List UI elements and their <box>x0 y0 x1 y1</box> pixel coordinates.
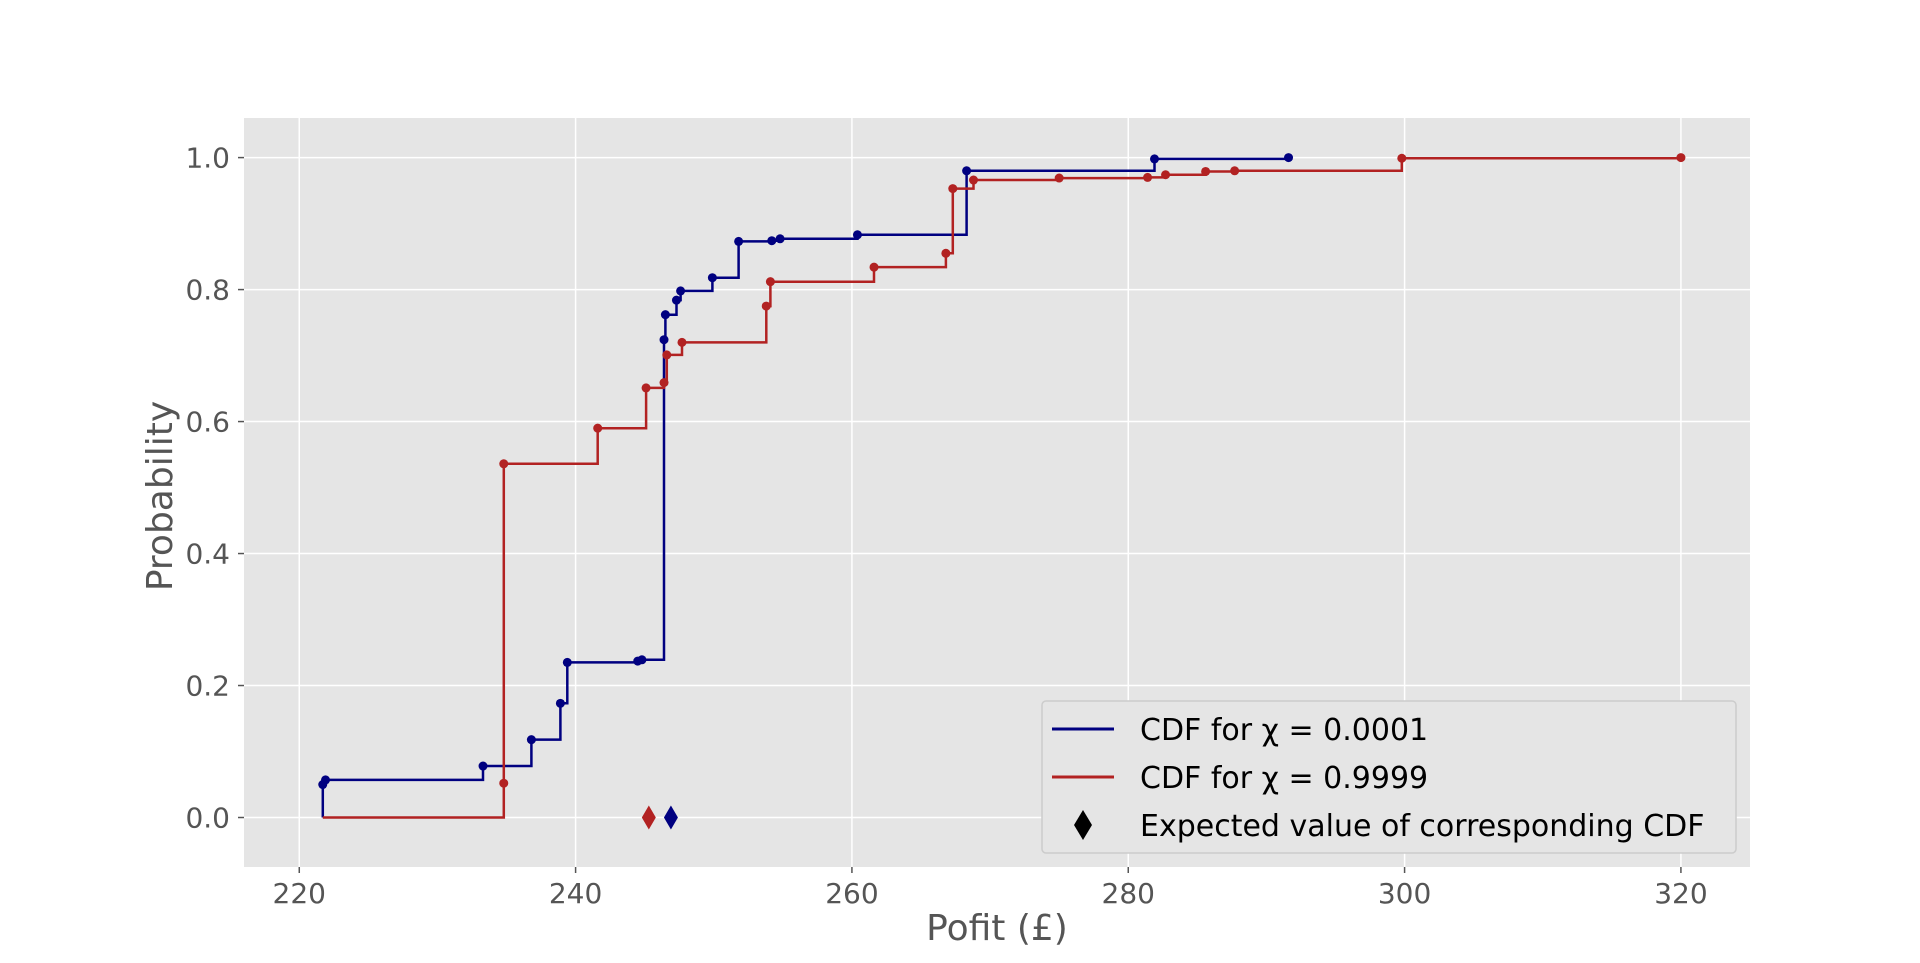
series-2-point <box>941 248 951 258</box>
series-2-point <box>593 423 603 433</box>
series-2-point <box>948 184 958 194</box>
series-2-point <box>1054 173 1064 183</box>
y-axis-title: Probability <box>140 401 181 591</box>
series-layer <box>318 153 1686 830</box>
legend-label-1: CDF for χ = 0.0001 <box>1140 713 1428 748</box>
series-1-point <box>671 295 681 305</box>
x-tick-label: 220 <box>273 877 326 910</box>
series-2-point <box>659 378 669 388</box>
x-tick-label: 240 <box>549 877 602 910</box>
series-2-expected-value-marker <box>641 805 656 830</box>
series-2-point <box>1397 153 1407 163</box>
series-1-point <box>321 775 331 785</box>
series-2-point <box>641 383 651 393</box>
series-1-point <box>1284 153 1294 163</box>
series-1-point <box>555 698 565 708</box>
series-2-point <box>765 277 775 287</box>
x-tick-label: 300 <box>1378 877 1431 910</box>
series-1-point <box>962 166 972 176</box>
series-2-point <box>499 459 509 469</box>
series-2 <box>322 153 1686 830</box>
series-1-point <box>660 310 670 320</box>
series-1-point <box>852 230 862 240</box>
series-1-expected-value-marker <box>663 805 678 830</box>
x-axis-title: Pofit (£) <box>926 908 1068 949</box>
series-2-point <box>1143 172 1153 182</box>
legend-box <box>1041 700 1737 854</box>
series-2-point <box>662 350 672 360</box>
y-tick-label: 0.0 <box>185 802 230 835</box>
series-1-point <box>637 655 647 665</box>
x-tick-label: 280 <box>1102 877 1155 910</box>
series-2-point <box>1161 170 1171 180</box>
y-tick-label: 0.6 <box>185 406 230 439</box>
series-2-point <box>969 175 979 185</box>
series-1-point <box>478 761 488 771</box>
series-1-point <box>707 273 717 283</box>
x-tick-label: 260 <box>825 877 878 910</box>
series-1 <box>318 153 1294 830</box>
series-1-point <box>562 657 572 667</box>
y-tick-label: 0.8 <box>185 274 230 307</box>
legend-label-3: Expected value of corresponding CDF <box>1140 809 1705 844</box>
series-1-point <box>1150 154 1160 164</box>
legend-label-2: CDF for χ = 0.9999 <box>1140 761 1428 796</box>
series-2-point <box>761 301 771 311</box>
series-2-point <box>677 337 687 347</box>
series-1-point <box>676 286 686 296</box>
series-2-point <box>1201 166 1211 176</box>
series-1-point <box>767 236 777 246</box>
x-tick-label: 320 <box>1654 877 1707 910</box>
series-2-point <box>869 262 879 272</box>
legend-diamond-3 <box>1074 810 1092 840</box>
y-axis-ticks: 0.0 0.2 0.4 0.6 0.8 1.0 <box>185 142 244 835</box>
series-1-point <box>526 735 536 745</box>
series-1-point <box>734 236 744 246</box>
y-tick-label: 0.4 <box>185 538 230 571</box>
legend: CDF for χ = 0.0001 CDF for χ = 0.9999 Expe… <box>1041 700 1737 854</box>
series-2-point <box>499 778 509 788</box>
series-1-point <box>775 234 785 244</box>
series-2-point <box>1230 166 1240 176</box>
y-tick-label: 1.0 <box>185 142 230 175</box>
y-tick-label: 0.2 <box>185 670 230 703</box>
series-2-point <box>1676 153 1686 163</box>
x-axis-ticks: 220 240 260 280 300 320 <box>273 867 1708 910</box>
series-1-point <box>659 335 669 345</box>
